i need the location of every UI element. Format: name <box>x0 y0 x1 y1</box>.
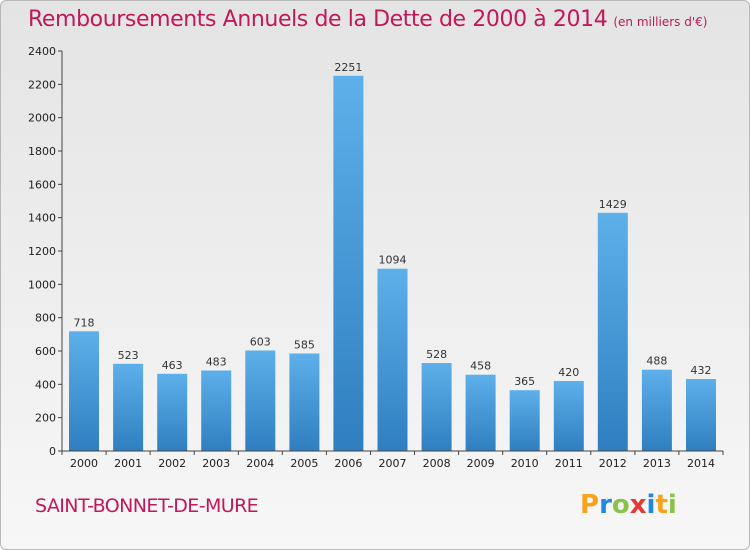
city-name: SAINT-BONNET-DE-MURE <box>35 495 259 517</box>
x-tick-label-2010: 2010 <box>511 457 539 470</box>
x-tick-label-2011: 2011 <box>555 457 583 470</box>
logo-letter: i <box>667 490 677 520</box>
y-tick-label-1600: 1600 <box>28 178 56 191</box>
value-label-2006: 2251 <box>334 61 362 74</box>
value-label-2011: 420 <box>558 366 579 379</box>
y-tick-label-800: 800 <box>35 312 56 325</box>
bar-2009 <box>465 374 496 451</box>
x-tick-label-2012: 2012 <box>599 457 627 470</box>
bar-2000 <box>69 331 99 451</box>
y-tick-label-0: 0 <box>49 445 56 458</box>
x-tick-label-2004: 2004 <box>246 457 274 470</box>
y-tick-label-1400: 1400 <box>28 212 56 225</box>
value-label-2000: 718 <box>74 316 95 329</box>
value-label-2014: 432 <box>691 364 712 377</box>
y-tick-label-2200: 2200 <box>28 78 56 91</box>
bar-2006 <box>333 75 364 452</box>
logo-letter: t <box>655 490 668 520</box>
bar-2010 <box>509 390 540 451</box>
y-tick-label-2000: 2000 <box>28 112 56 125</box>
x-tick-label-2005: 2005 <box>290 457 318 470</box>
y-tick-label-600: 600 <box>35 345 56 358</box>
y-tick-label-2400: 2400 <box>28 45 56 58</box>
bar-2011 <box>553 381 584 451</box>
logo-letter: i <box>646 490 656 520</box>
value-label-2001: 523 <box>118 349 139 362</box>
x-tick-label-2002: 2002 <box>158 457 186 470</box>
bar-2002 <box>157 373 188 451</box>
bar-2001 <box>113 363 144 451</box>
y-tick-label-400: 400 <box>35 378 56 391</box>
x-tick-label-2006: 2006 <box>334 457 362 470</box>
value-label-2002: 463 <box>162 359 183 372</box>
value-label-2003: 483 <box>206 356 227 369</box>
logo-letter: x <box>629 490 647 520</box>
y-tick-label-1000: 1000 <box>28 278 56 291</box>
chart-title: Remboursements Annuels de la Dette de 20… <box>28 7 707 32</box>
bar-2003 <box>201 370 232 451</box>
x-tick-label-2007: 2007 <box>379 457 407 470</box>
value-label-2013: 488 <box>646 355 667 368</box>
x-tick-label-2003: 2003 <box>202 457 230 470</box>
y-tick-label-1200: 1200 <box>28 245 56 258</box>
value-label-2005: 585 <box>294 339 315 352</box>
value-label-2012: 1429 <box>599 198 627 211</box>
x-tick-label-2014: 2014 <box>687 457 715 470</box>
axes-group: 2000 2001 2002 2003 2004 2005 2006 2007 2008 2009… <box>28 45 724 470</box>
value-label-2008: 528 <box>426 348 447 361</box>
value-label-2007: 1094 <box>379 254 407 267</box>
bar-2007 <box>377 268 408 451</box>
bar-2005 <box>289 353 320 451</box>
x-tick-label-2000: 2000 <box>70 457 98 470</box>
bar-2014 <box>686 379 716 451</box>
y-tick-label-1800: 1800 <box>28 145 56 158</box>
bar-2012 <box>597 212 628 451</box>
x-tick-label-2013: 2013 <box>643 457 671 470</box>
x-tick-label-2001: 2001 <box>114 457 142 470</box>
logo-letter: o <box>611 490 630 520</box>
chart-subtitle: (en milliers d'€) <box>613 15 708 29</box>
value-label-2009: 458 <box>470 360 491 373</box>
value-label-2010: 365 <box>514 375 535 388</box>
proxiti-logo: Proxiti <box>580 490 677 520</box>
logo-letter: P <box>580 490 600 520</box>
bar-2013 <box>641 369 672 451</box>
title-text: Remboursements Annuels de la Dette de 20… <box>28 7 608 32</box>
bars-group: 718 523 463 483 603 585 2251 1094 528 458 365 420 14… <box>69 61 716 452</box>
bar-2004 <box>245 350 276 451</box>
logo-letter: r <box>599 490 612 520</box>
x-tick-label-2008: 2008 <box>423 457 451 470</box>
bar-2008 <box>421 363 452 451</box>
x-tick-label-2009: 2009 <box>467 457 495 470</box>
y-tick-label-200: 200 <box>35 412 56 425</box>
value-label-2004: 603 <box>250 336 271 349</box>
